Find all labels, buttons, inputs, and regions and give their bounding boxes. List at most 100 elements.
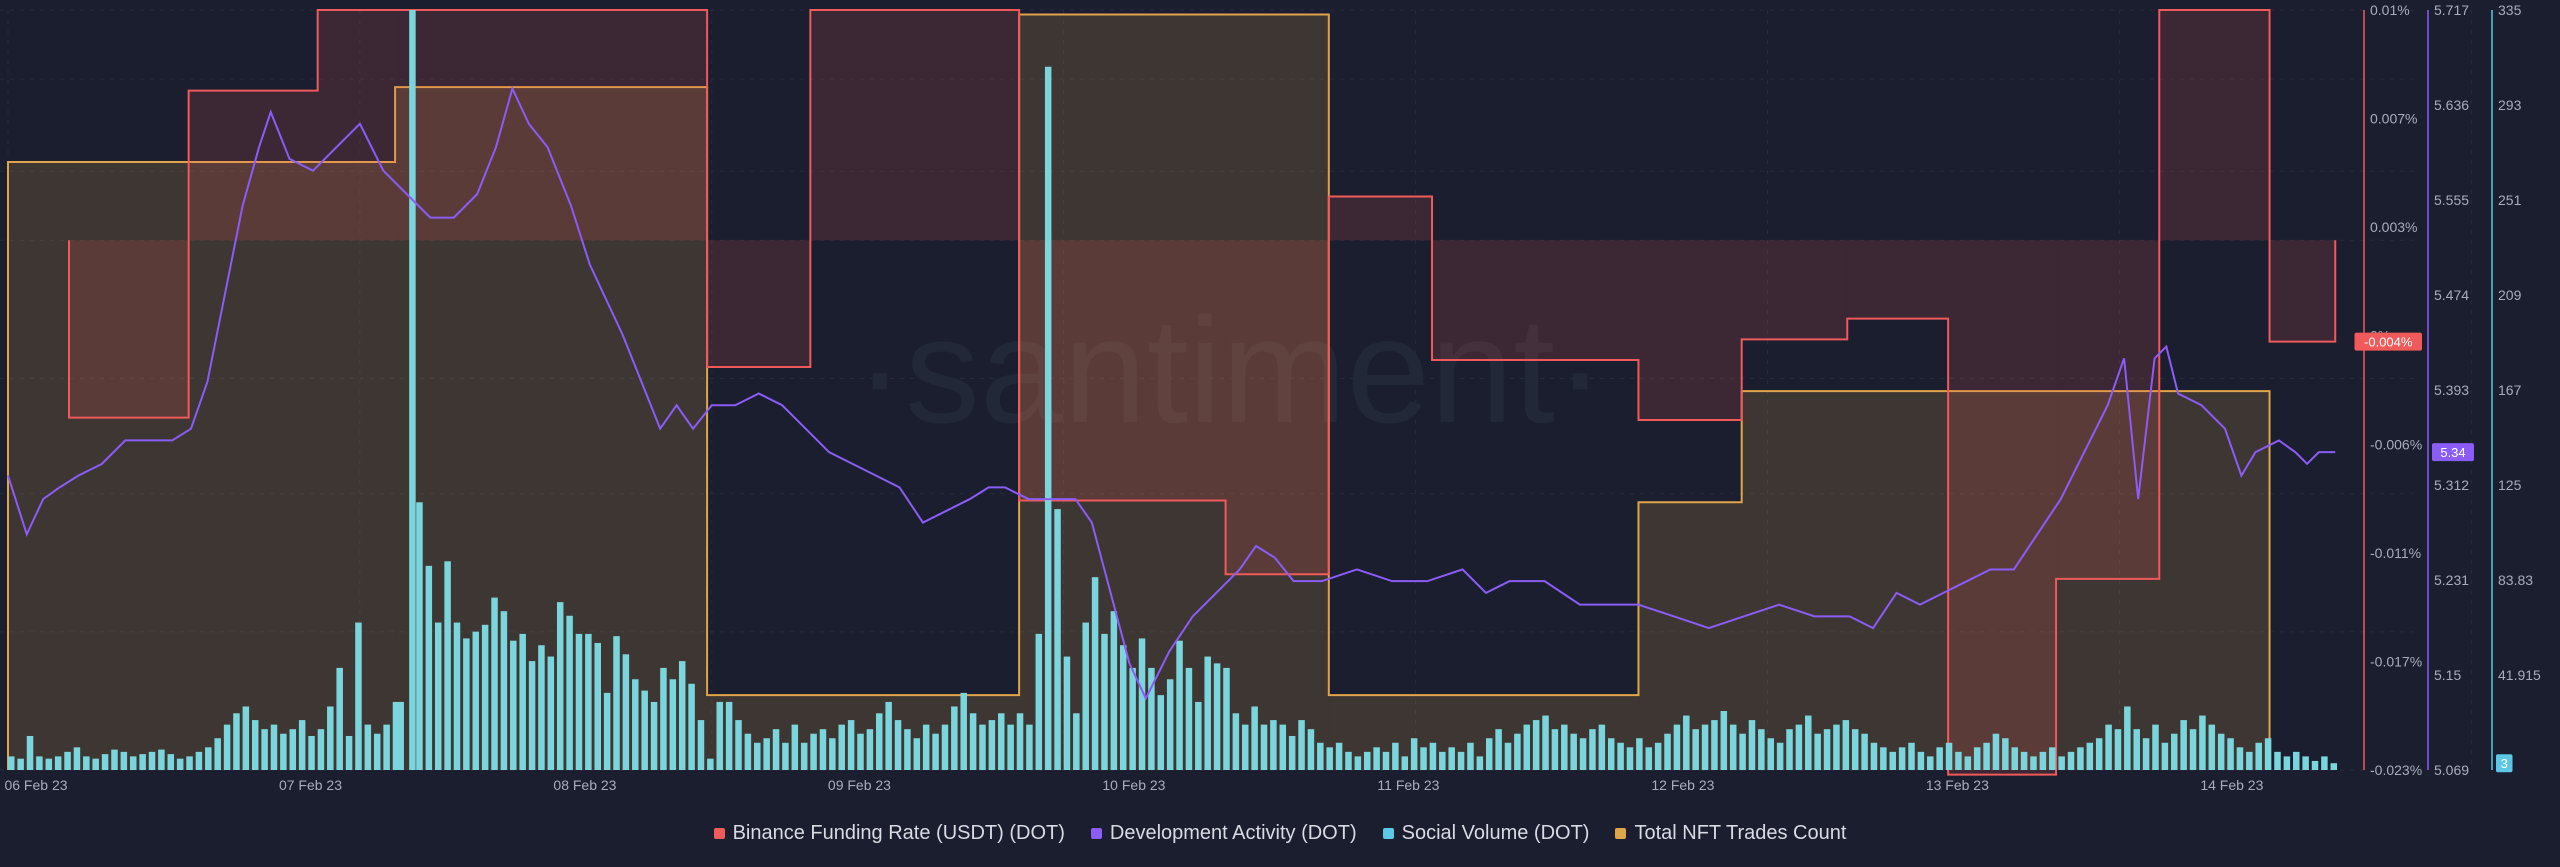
nft-trades-outline [7,13,2271,770]
social-volume-bar-210 [1973,747,1981,770]
social-volume-bar-169 [1589,729,1596,770]
social-volume-bar-89 [838,724,845,770]
social-volume-bar-167 [1570,733,1577,770]
social-volume-bar-15 [148,751,156,770]
social-volume-bar-139 [1307,729,1315,770]
funding-rate-area-10 [1638,240,1742,420]
funding-rate-area-12 [1847,240,1949,319]
social-volume-bar-244 [2293,751,2300,770]
social-volume-bar-92 [866,729,874,770]
social-volume-bar-201 [1889,751,1896,770]
social-volume-bar-27 [261,729,268,770]
funding-axis-tick-label: -0.011% [2370,545,2421,561]
social-volume-bar-116 [1091,577,1099,770]
social-volume-bar-76 [716,701,723,770]
social-volume-bar-52 [491,597,498,770]
social-volume-bar-231 [2171,733,2178,770]
legend-item-nft-trades[interactable]: Total NFT Trades Count [1615,822,1846,845]
social-volume-bar-125 [1176,640,1183,770]
social-volume-bar-196 [1842,720,1850,770]
social-volume-bar-98 [922,724,930,770]
social-volume-bar-186 [1748,720,1756,770]
social-volume-bar-132 [1241,724,1249,770]
social-volume-bar-241 [2264,738,2272,770]
funding-rate-area-9 [1432,240,1639,361]
social-volume-bar-23 [223,724,231,770]
social-volume-bar-148 [1392,742,1399,770]
social-volume-bar-96 [904,729,911,770]
legend-item-social-volume[interactable]: Social Volume (DOT) [1382,822,1589,845]
social-volume-bar-213 [2002,738,2009,770]
x-tick-label: 10 Feb 23 [1102,777,1165,793]
social-volume-bar-123 [1157,695,1165,770]
funding-axis-current-badge [2354,332,2422,351]
social-volume-bar-11 [111,749,118,770]
social-volume-bar-36 [345,735,353,770]
dev-axis-current-badge [2432,443,2474,462]
social-volume-bar-164 [1542,715,1549,770]
social-volume-bar-189 [1776,742,1784,770]
social-volume-bar-131 [1232,713,1240,770]
x-tick-label: 09 Feb 23 [828,777,891,793]
legend-label: Total NFT Trades Count [1634,821,1847,844]
social-volume-bar-181 [1701,724,1709,770]
funding-axis-tick-label: -0.023% [2370,762,2422,778]
legend-item-development-activity[interactable]: Development Activity (DOT) [1090,821,1357,845]
social-volume-bar-28 [270,724,278,770]
social-volume-bar-236 [2217,733,2225,770]
dev-axis-tick-label: 5.393 [2434,382,2469,398]
social-volume-bar-79 [744,733,752,770]
social-volume-bar-209 [1964,756,1972,770]
social-volume-bar-147 [1382,751,1390,770]
social-volume-bar-38 [364,724,372,770]
social-volume-bar-232 [2180,720,2187,770]
social-volume-bar-57 [538,645,545,770]
social-volume-bar-90 [847,720,855,770]
social-volume-bar-104 [979,724,986,770]
x-tick-label: 13 Feb 23 [1926,777,1989,793]
dev-axis-tick-label: 5.555 [2434,192,2469,208]
legend-item-funding-rate[interactable]: Binance Funding Rate (USDT) (DOT) [713,822,1065,845]
social-volume-bar-195 [1833,724,1840,770]
social-volume-bar-7 [73,747,81,770]
social-volume-bar-110 [1035,633,1043,770]
social-volume-bar-156 [1467,742,1474,770]
social-volume-bar-161 [1514,733,1521,770]
social-volume-bar-85 [800,742,808,770]
funding-axis-tick-label: 0.007% [2370,111,2417,127]
social-volume-bar-2 [26,735,34,770]
legend-label: Development Activity (DOT) [1109,821,1357,844]
social-volume-bar-171 [1607,738,1615,770]
social-volume-bar-106 [998,713,1005,770]
dev-axis-tick-label: 5.15 [2434,667,2461,683]
social-volume-bar-87 [819,729,827,770]
funding-rate-area-5 [810,10,1020,241]
social-volume-bar-177 [1664,733,1671,770]
dev-axis-current-label: 5.34 [2440,445,2465,460]
funding-rate-area-14 [2056,240,2160,579]
social-volume-bar-105 [988,720,996,770]
dev-axis-tick-label: 5.069 [2434,762,2469,778]
social-volume-bar-170 [1598,724,1606,770]
funding-rate-area-3 [399,10,708,241]
social-volume-bar-65 [613,636,620,770]
funding-rate-area-6 [1019,240,1226,501]
social-volume-bar-140 [1317,742,1324,770]
social-volume-bar-69 [650,701,658,770]
social-volume-bar-218 [2049,747,2056,770]
social-volume-bar-93 [876,713,883,770]
social-volume-bar-203 [1908,742,1915,770]
social-volume-bar-84 [791,724,799,770]
social-volume-bar-81 [763,738,770,770]
social-volume-bar-234 [2199,715,2206,770]
social-volume-bar-206 [1936,747,1943,770]
social-volume-bar-174 [1636,738,1643,770]
social-volume-bar-10 [101,754,109,770]
social-volume-bar-26 [251,720,259,770]
social-volume-bar-194 [1823,729,1831,770]
social-volume-bar-20 [195,751,203,770]
social-axis-tick-label: 209 [2498,287,2522,303]
social-volume-bar-130 [1223,667,1230,770]
social-axis-tick-label: 335 [2498,2,2522,18]
social-volume-bar-198 [1861,733,1868,770]
